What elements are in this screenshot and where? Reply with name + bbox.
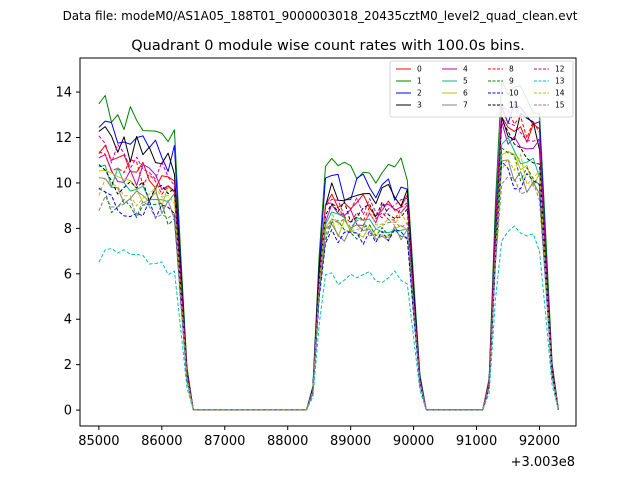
legend-label-3: 3 (417, 101, 422, 110)
legend-label-5: 5 (463, 77, 468, 86)
series-line-15 (98, 176, 559, 411)
x-axis: 85000 86000 87000 88000 89000 90000 91000 92000 (78, 426, 560, 449)
x-tick-label: 85000 (78, 434, 119, 449)
y-tick-label: 6 (64, 267, 72, 282)
y-tick-label: 8 (64, 222, 72, 237)
x-tick-label: 91000 (456, 434, 497, 449)
legend-label-7: 7 (463, 101, 468, 110)
legend-label-14: 14 (555, 89, 565, 98)
legend-label-15: 15 (555, 101, 565, 110)
y-tick-label: 10 (55, 176, 72, 191)
legend-label-13: 13 (555, 77, 565, 86)
y-tick-label: 2 (64, 358, 72, 373)
x-tick-label: 89000 (330, 434, 371, 449)
y-tick-label: 4 (64, 313, 72, 328)
legend-label-11: 11 (509, 101, 519, 110)
x-tick-label: 87000 (204, 434, 245, 449)
series-line-13 (98, 225, 559, 411)
series-line-1 (98, 79, 559, 411)
series-layer (98, 79, 559, 411)
y-tick-label: 12 (55, 131, 72, 146)
chart-title: Quadrant 0 module wise count rates with … (131, 38, 525, 54)
legend-label-4: 4 (463, 65, 468, 74)
legend-label-9: 9 (509, 77, 514, 86)
legend-label-8: 8 (509, 65, 514, 74)
legend-label-2: 2 (417, 89, 422, 98)
x-tick-label: 90000 (393, 434, 434, 449)
x-offset-label: +3.003e8 (511, 455, 575, 470)
y-tick-label: 0 (64, 404, 72, 419)
legend-label-1: 1 (417, 77, 422, 86)
legend-label-6: 6 (463, 89, 468, 98)
x-tick-label: 92000 (519, 434, 560, 449)
x-tick-label: 88000 (267, 434, 308, 449)
data-file-header: Data file: modeM0/AS1A05_188T01_90000030… (63, 9, 578, 23)
y-tick-label: 14 (55, 86, 72, 101)
legend-label-0: 0 (417, 65, 422, 74)
legend-label-10: 10 (509, 89, 519, 98)
legend-label-12: 12 (555, 65, 565, 74)
plot-frame (79, 57, 577, 427)
legend-box (389, 60, 574, 118)
y-axis: 0 2 4 6 8 10 12 14 (55, 86, 80, 419)
x-tick-label: 86000 (141, 434, 182, 449)
